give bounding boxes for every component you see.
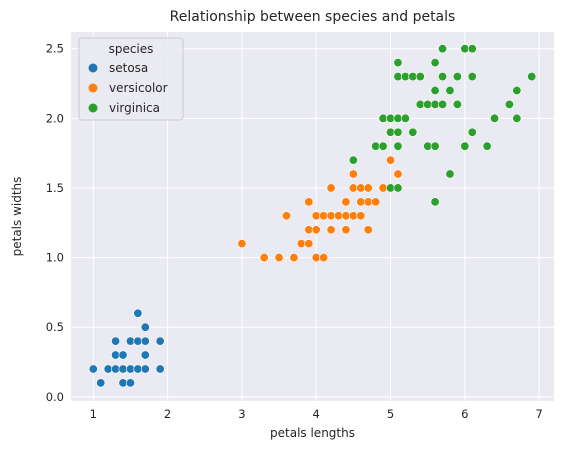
y-tick-label: 1.5 [46, 181, 64, 195]
legend-box [78, 37, 184, 121]
data-point [289, 253, 299, 263]
data-point [140, 350, 150, 360]
x-tick-label: 2 [164, 407, 171, 421]
data-point [341, 197, 351, 207]
series-setosa [88, 308, 165, 388]
data-point [393, 141, 403, 151]
data-point [527, 72, 537, 82]
data-point [512, 85, 522, 95]
legend-marker [88, 83, 98, 93]
x-axis-ticks: 1 2 3 4 5 6 7 [90, 407, 543, 421]
y-tick-label: 0.0 [46, 390, 64, 404]
data-point [371, 197, 381, 207]
series-virginica [348, 44, 537, 207]
data-point [140, 322, 150, 332]
x-tick-label: 3 [238, 407, 245, 421]
data-point [118, 350, 128, 360]
data-point [319, 253, 329, 263]
data-point [415, 72, 425, 82]
legend-label: setosa [109, 61, 148, 75]
data-point [133, 308, 143, 318]
data-point [512, 113, 522, 123]
data-point [274, 253, 284, 263]
data-point [452, 72, 462, 82]
y-tick-label: 2.5 [46, 42, 64, 56]
data-point [438, 99, 448, 109]
data-point [393, 58, 403, 68]
legend-item-virginica: virginica [88, 101, 160, 115]
data-point [482, 141, 492, 151]
data-point [445, 169, 455, 179]
data-point [140, 336, 150, 346]
data-point [237, 239, 247, 249]
data-point [304, 197, 314, 207]
data-point [326, 183, 336, 193]
x-tick-label: 4 [313, 407, 320, 421]
y-axis-label: petals widths [10, 177, 24, 257]
data-point [452, 99, 462, 109]
series-versicolor [237, 155, 403, 263]
data-point [259, 253, 269, 263]
legend-marker [88, 63, 98, 73]
legend: species setosa versicolor virginica [78, 37, 184, 121]
data-point [408, 127, 418, 137]
data-point [155, 364, 165, 374]
data-point [467, 127, 477, 137]
legend-title: species [109, 42, 154, 56]
y-tick-label: 0.5 [46, 320, 64, 334]
data-point [96, 378, 106, 388]
data-point [363, 183, 373, 193]
data-point [378, 141, 388, 151]
data-point [467, 44, 477, 54]
legend-item-setosa: setosa [88, 61, 148, 75]
data-point [348, 169, 358, 179]
data-point [155, 336, 165, 346]
data-point [400, 113, 410, 123]
data-point [88, 364, 98, 374]
data-point [460, 141, 470, 151]
data-point [348, 155, 358, 165]
data-point [445, 85, 455, 95]
data-point [393, 127, 403, 137]
data-point [504, 99, 514, 109]
data-point [430, 85, 440, 95]
data-point [386, 155, 396, 165]
data-point [341, 225, 351, 235]
y-axis-ticks: 0.0 0.5 1.0 1.5 2.0 2.5 [46, 42, 64, 404]
chart-title: Relationship between species and petals [170, 9, 456, 25]
data-point [490, 113, 500, 123]
data-point [393, 183, 403, 193]
data-point [430, 58, 440, 68]
data-point [363, 225, 373, 235]
legend-label: versicolor [109, 81, 168, 95]
legend-marker [88, 103, 98, 113]
data-point [311, 225, 321, 235]
legend-label: virginica [109, 101, 160, 115]
data-point [393, 169, 403, 179]
data-point [281, 211, 291, 221]
data-point [356, 211, 366, 221]
data-point [467, 72, 477, 82]
data-point [438, 44, 448, 54]
x-tick-label: 7 [535, 407, 542, 421]
data-point [430, 197, 440, 207]
y-tick-label: 2.0 [46, 111, 64, 125]
legend-item-versicolor: versicolor [88, 81, 168, 95]
data-point [304, 239, 314, 249]
data-point [125, 378, 135, 388]
x-tick-label: 5 [387, 407, 394, 421]
x-axis-label: petals lengths [270, 426, 355, 440]
legend-items: setosa versicolor virginica [88, 61, 168, 115]
data-point [430, 141, 440, 151]
data-point [326, 225, 336, 235]
data-point [140, 364, 150, 374]
data-points [88, 44, 537, 388]
x-tick-label: 1 [90, 407, 97, 421]
y-tick-label: 1.0 [46, 251, 64, 265]
data-point [438, 72, 448, 82]
x-tick-label: 6 [461, 407, 468, 421]
data-point [111, 336, 121, 346]
